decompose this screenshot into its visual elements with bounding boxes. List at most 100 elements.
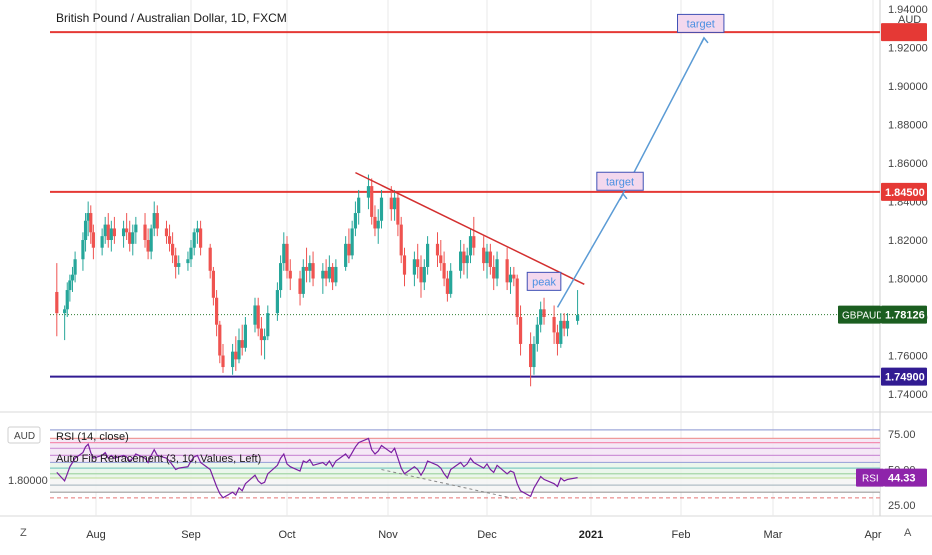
candle [253,297,257,333]
candle [445,270,449,302]
candle [379,189,384,229]
candle [459,240,463,279]
candle [298,270,302,306]
candle [103,216,107,244]
price-tick-label: 1.92000 [888,43,928,55]
chart-title: British Pound / Australian Dollar, 1D, F… [56,11,287,25]
candle [324,259,328,287]
candle-body [243,324,247,348]
candle [402,247,407,287]
candle [334,259,338,287]
candle-body [308,263,312,271]
candle [426,236,430,275]
candle [83,213,88,252]
annotation-box [526,271,562,291]
level-price-tag [881,367,927,386]
candle [575,290,580,325]
candle [73,251,77,283]
rsi-title: RSI (14, close) [56,431,129,443]
candle-body [70,274,75,281]
left-currency-box [7,426,41,444]
candle-body [81,240,85,260]
level-price-label: 1.74900 [885,372,925,384]
x-tick-label: Oct [278,529,295,541]
candle [393,189,397,221]
candle-body [301,266,305,294]
candle [327,255,331,283]
candle-body [195,228,199,233]
candle [353,201,358,237]
candle-body [559,320,563,344]
level-price-tag [881,182,927,201]
candle [350,220,354,260]
x-tick-label: Dec [477,529,497,541]
candle-body [231,351,235,368]
candle [131,224,135,256]
candle [109,220,113,252]
candle [412,251,416,287]
candle-body [68,280,72,291]
candle [243,317,247,352]
candle [347,228,351,264]
candle-body [215,297,219,325]
candle-body [112,228,116,237]
candle-body [221,355,225,368]
candle [143,213,147,248]
candle-body [211,270,215,298]
price-tick-label: 1.82000 [888,235,928,247]
candle [331,263,335,291]
auto-scale-toggle[interactable]: A [904,527,912,539]
candle [301,259,305,298]
candle [167,224,172,252]
candle [389,186,393,221]
rsi-tick-label: 75.00 [888,429,916,441]
candle-body [89,213,93,233]
candle-body [334,266,338,283]
candle [442,251,446,287]
candle-body [439,255,443,264]
candle [462,243,466,275]
candle-body [505,259,509,283]
candle-body [515,278,519,317]
candle-body [485,251,489,264]
candle [134,216,138,244]
zoom-toggle[interactable]: Z [20,527,27,539]
candle-body [234,351,238,360]
rsi-value-label: 44.33 [888,473,916,485]
price-tick-label: 1.74000 [888,389,928,401]
annotation-text: target [606,176,634,188]
rsi-line [56,437,578,499]
candle-body [282,243,286,264]
candle [63,305,67,341]
candle-body [565,320,570,329]
candle [146,228,150,260]
candle-body [324,270,328,279]
candle [321,263,325,294]
annotation-box [677,13,725,33]
candle [555,324,560,356]
candle [211,266,215,306]
candle-body [357,197,361,214]
candle-body [256,305,260,329]
candle [488,243,492,275]
candle-body [192,232,196,248]
price-tick-label: 1.76000 [888,351,928,363]
price-tick-label: 1.90000 [888,81,928,93]
candle [282,232,286,271]
symbol-tag [838,305,881,324]
candle-body [422,266,426,283]
candle-body [488,251,492,267]
candle [472,216,476,256]
candle-body [218,324,222,356]
candle-body [189,247,193,260]
candle [416,243,420,279]
candle-body [155,213,159,229]
candle-body [73,259,77,275]
candle-body [63,309,67,314]
candle-body [535,324,539,344]
candle-body [279,263,283,291]
candle [192,228,196,256]
candle-body [285,243,289,271]
